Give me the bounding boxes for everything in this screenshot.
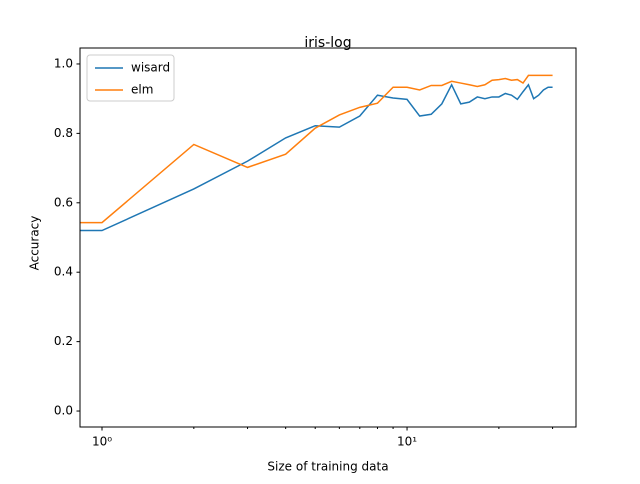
legend-label: elm — [131, 83, 153, 97]
chart-title: iris-log — [304, 35, 351, 51]
x-axis-label: Size of training data — [267, 460, 388, 474]
y-tick-label: 1.0 — [54, 56, 73, 70]
y-tick-label: 0.8 — [54, 126, 73, 140]
x-tick-label: 10⁰ — [92, 435, 112, 449]
y-tick-label: 0.2 — [54, 334, 73, 348]
x-tick-label: 10¹ — [397, 435, 417, 449]
y-tick-label: 0.4 — [54, 265, 73, 279]
data-line — [80, 83, 553, 232]
plot-frame — [79, 47, 577, 428]
data-line — [80, 74, 553, 224]
legend-label: wisard — [131, 61, 170, 75]
y-axis-label: Accuracy — [28, 216, 42, 271]
y-tick-label: 0.6 — [54, 195, 73, 209]
y-tick-label: 0.0 — [54, 404, 73, 418]
